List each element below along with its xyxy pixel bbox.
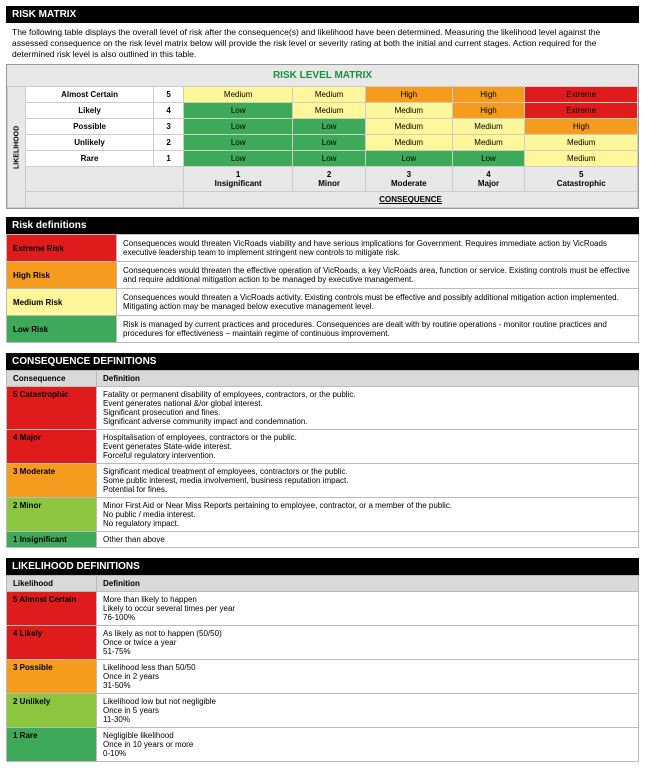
matrix-row-num: 2 (154, 135, 184, 151)
matrix-cell: Low (293, 119, 366, 135)
matrix-cell: Medium (366, 119, 453, 135)
def-text: Other than above (97, 532, 639, 548)
matrix-cell: Low (184, 103, 293, 119)
risk-matrix-header: RISK MATRIX (6, 6, 639, 23)
matrix-cell: Extreme (525, 87, 638, 103)
def-label: 4 Likely (7, 626, 97, 660)
matrix-cell: Low (184, 151, 293, 167)
matrix-row-label: Almost Certain (26, 87, 154, 103)
def-text: Likelihood low but not negligibleOnce in… (97, 694, 639, 728)
def-text: Fatality or permanent disability of empl… (97, 387, 639, 430)
matrix-row-label: Unlikely (26, 135, 154, 151)
matrix-row-num: 4 (154, 103, 184, 119)
def-label: 4 Major (7, 430, 97, 464)
matrix-cell: Medium (293, 87, 366, 103)
likelihood-axis: LIKELIHOOD (8, 87, 26, 208)
ldef-head-a: Likelihood (7, 576, 97, 592)
matrix-row-label: Rare (26, 151, 154, 167)
riskdef-label: Medium Risk (7, 289, 117, 316)
def-text: Negligible likelihoodOnce in 10 years or… (97, 728, 639, 762)
matrix-row-num: 1 (154, 151, 184, 167)
matrix-cell: Low (184, 135, 293, 151)
matrix-cell: High (452, 103, 525, 119)
matrix-cell: Low (366, 151, 453, 167)
matrix-cell: Medium (366, 103, 453, 119)
def-text: As likely as not to happen (50/50)Once o… (97, 626, 639, 660)
likelihood-defs-header: LIKELIHOOD DEFINITIONS (6, 558, 639, 575)
def-text: Hospitalisation of employees, contractor… (97, 430, 639, 464)
matrix-cell: Medium (452, 119, 525, 135)
matrix-col-head: 5Catastrophic (525, 167, 638, 192)
matrix-cell: Low (452, 151, 525, 167)
def-label: 5 Catastrophic (7, 387, 97, 430)
def-label: 2 Minor (7, 498, 97, 532)
riskdef-label: High Risk (7, 262, 117, 289)
riskdef-text: Consequences would threaten the effectiv… (117, 262, 639, 289)
def-text: Minor First Aid or Near Miss Reports per… (97, 498, 639, 532)
matrix-cell: Low (293, 135, 366, 151)
def-text: Significant medical treatment of employe… (97, 464, 639, 498)
consequence-defs-header: CONSEQUENCE DEFINITIONS (6, 353, 639, 370)
matrix-cell: High (525, 119, 638, 135)
def-label: 1 Insignificant (7, 532, 97, 548)
riskdef-text: Consequences would threaten VicRoads via… (117, 235, 639, 262)
matrix-col-head: 2Minor (293, 167, 366, 192)
matrix-row-label: Possible (26, 119, 154, 135)
likelihood-defs-table: Likelihood Definition 5 Almost CertainMo… (6, 575, 639, 762)
matrix-cell: Medium (366, 135, 453, 151)
def-label: 3 Possible (7, 660, 97, 694)
def-label: 5 Almost Certain (7, 592, 97, 626)
matrix-cell: High (452, 87, 525, 103)
matrix-cell: Low (184, 119, 293, 135)
matrix-col-head: 1Insignificant (184, 167, 293, 192)
matrix-row-num: 5 (154, 87, 184, 103)
matrix-cell: Extreme (525, 103, 638, 119)
riskdef-text: Consequences would threaten a VicRoads a… (117, 289, 639, 316)
consequence-defs-table: Consequence Definition 5 CatastrophicFat… (6, 370, 639, 548)
def-text: Likelihood less than 50/50Once in 2 year… (97, 660, 639, 694)
matrix-row-label: Likely (26, 103, 154, 119)
matrix-cell: Medium (525, 151, 638, 167)
def-text: More than likely to happenLikely to occu… (97, 592, 639, 626)
matrix-cell: Medium (293, 103, 366, 119)
cdef-head-b: Definition (97, 371, 639, 387)
risk-defs-table: Extreme RiskConsequences would threaten … (6, 234, 639, 343)
def-label: 1 Rare (7, 728, 97, 762)
matrix-cell: Medium (184, 87, 293, 103)
matrix-cell: High (366, 87, 453, 103)
riskdef-label: Low Risk (7, 316, 117, 343)
intro-text: The following table displays the overall… (6, 23, 639, 64)
def-label: 3 Moderate (7, 464, 97, 498)
risk-defs-header: Risk definitions (6, 217, 639, 234)
ldef-head-b: Definition (97, 576, 639, 592)
matrix-cell: Medium (452, 135, 525, 151)
riskdef-text: Risk is managed by current practices and… (117, 316, 639, 343)
matrix-col-head: 4Major (452, 167, 525, 192)
riskdef-label: Extreme Risk (7, 235, 117, 262)
matrix-wrap: RISK LEVEL MATRIX LIKELIHOODAlmost Certa… (6, 64, 639, 209)
matrix-cell: Low (293, 151, 366, 167)
def-label: 2 Unlikely (7, 694, 97, 728)
matrix-title: RISK LEVEL MATRIX (7, 65, 638, 86)
cdef-head-a: Consequence (7, 371, 97, 387)
matrix-col-head: 3Moderate (366, 167, 453, 192)
consequence-axis: CONSEQUENCE (184, 192, 638, 208)
matrix-cell: Medium (525, 135, 638, 151)
matrix-row-num: 3 (154, 119, 184, 135)
risk-matrix-table: LIKELIHOODAlmost Certain5MediumMediumHig… (7, 86, 638, 208)
